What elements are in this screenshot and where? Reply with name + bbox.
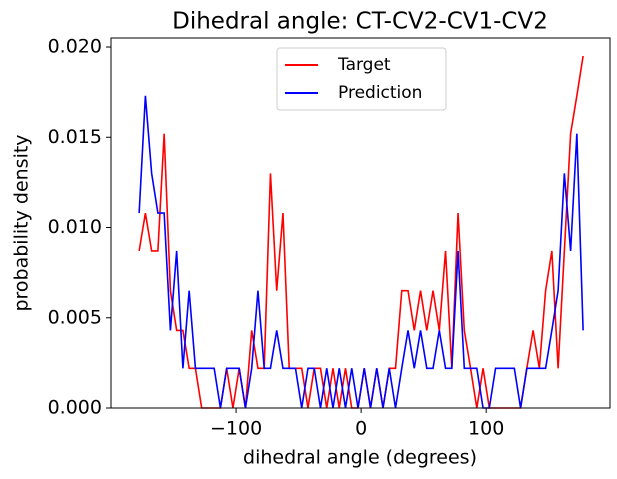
y-axis-label: probability density (11, 134, 33, 311)
legend-label: Target (337, 55, 391, 75)
chart-title: Dihedral angle: CT-CV2-CV1-CV2 (172, 9, 548, 35)
y-tick-label: 0.010 (48, 216, 102, 238)
series-line (138, 95, 584, 409)
plot-frame (110, 37, 611, 409)
y-tick-label: 0.015 (48, 126, 102, 148)
y-tick-label: 0.005 (48, 306, 102, 328)
y-tick-label: 0.020 (48, 36, 102, 58)
x-tick-label: −100 (210, 418, 262, 440)
legend-box (276, 47, 447, 111)
x-tick-label: 100 (468, 418, 504, 440)
legend-label: Prediction (338, 83, 422, 103)
x-axis-label: dihedral angle (degrees) (243, 447, 477, 469)
y-tick-label: 0.000 (48, 397, 102, 419)
x-tick-label: 0 (355, 418, 367, 440)
